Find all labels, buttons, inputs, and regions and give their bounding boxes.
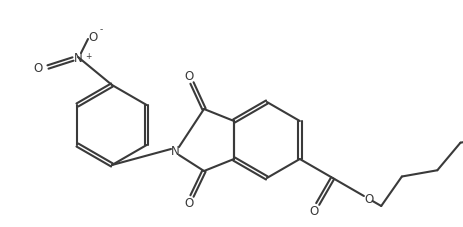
Text: +: + (85, 52, 91, 61)
Text: O: O (33, 61, 43, 74)
Text: O: O (88, 30, 97, 43)
Text: O: O (184, 197, 193, 210)
Text: O: O (364, 193, 373, 206)
Text: N: N (170, 145, 179, 158)
Text: O: O (184, 70, 193, 83)
Text: N: N (74, 51, 82, 64)
Text: O: O (308, 205, 318, 217)
Text: -: - (99, 25, 102, 34)
